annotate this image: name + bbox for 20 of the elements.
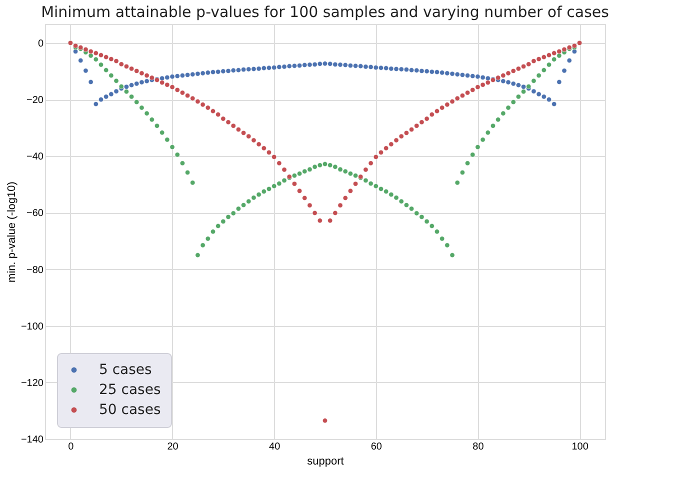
y-tick-label: −80 — [26, 264, 44, 276]
x-tick-label: 0 — [68, 442, 74, 452]
y-tick-label: −40 — [26, 152, 44, 163]
y-tick-label: −20 — [26, 95, 44, 106]
x-tick-label: 80 — [472, 442, 484, 452]
y-tick-label: 0 — [38, 38, 44, 50]
legend-label: 5 cases — [99, 362, 152, 378]
y-tick-label: −140 — [20, 434, 44, 446]
legend-label: 25 cases — [99, 382, 161, 398]
x-axis-title: support — [307, 456, 344, 468]
y-tick-label: −100 — [20, 321, 44, 332]
legend-label: 50 cases — [99, 402, 161, 418]
chart-title: Minimum attainable p-values for 100 samples and varying number of cases — [41, 3, 610, 21]
y-axis-title: min. p-value (-log10) — [6, 182, 18, 282]
x-tick-label: 20 — [167, 442, 179, 452]
y-tick-label: −120 — [20, 378, 44, 389]
x-tick-label: 60 — [370, 442, 382, 452]
y-tick-label: −60 — [26, 208, 44, 220]
x-tick-label: 100 — [572, 442, 589, 452]
x-tick-label: 40 — [269, 442, 281, 452]
